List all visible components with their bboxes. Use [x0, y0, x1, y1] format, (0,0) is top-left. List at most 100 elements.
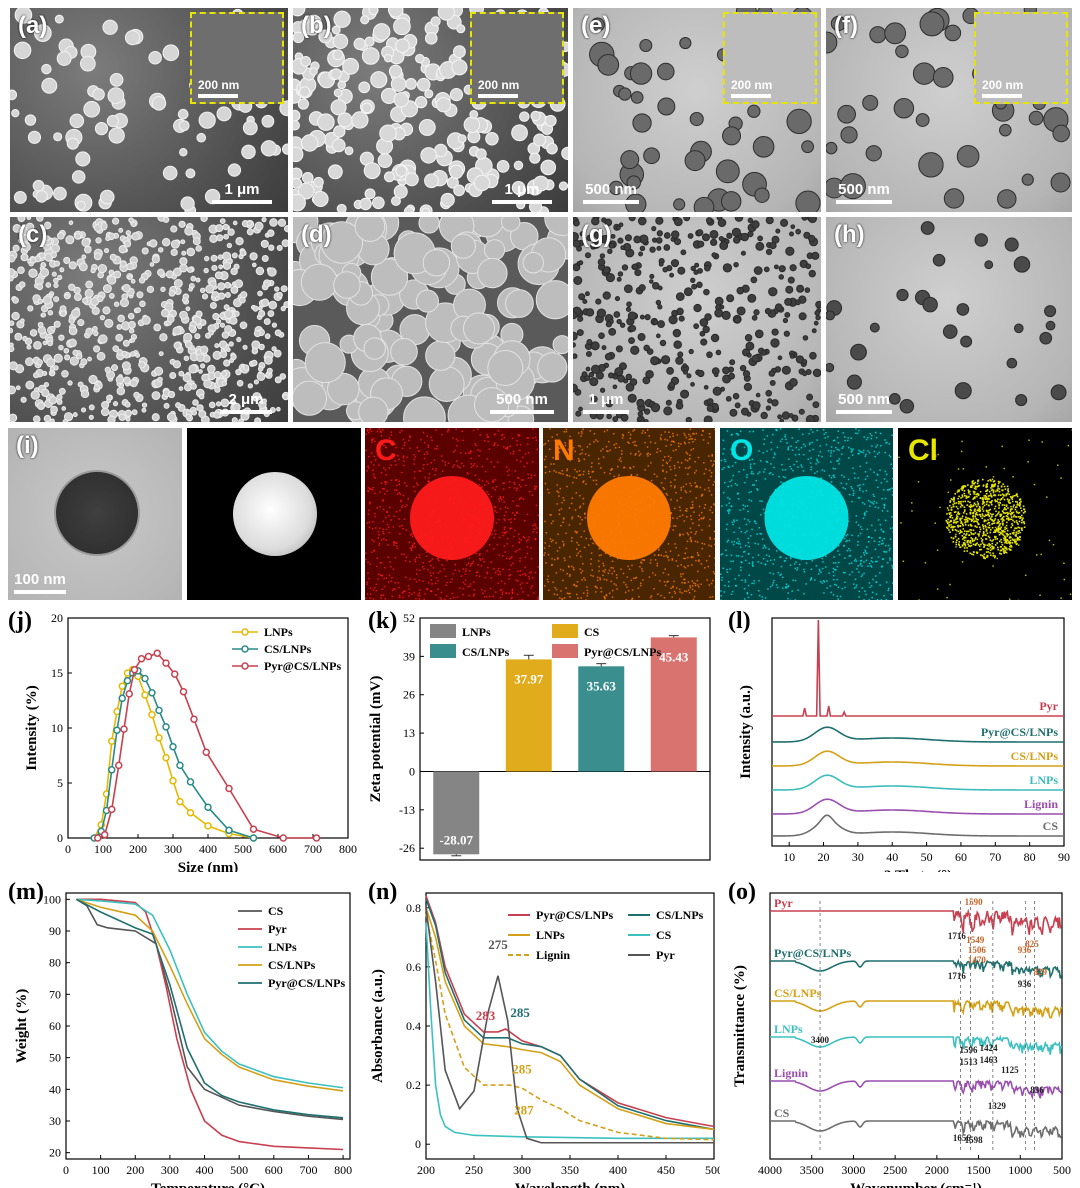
particle: [612, 416, 619, 422]
eds-pixel: [696, 579, 699, 582]
eds-pixel: [630, 473, 633, 476]
eds-pixel: [939, 506, 941, 509]
eds-pixel: [1019, 538, 1021, 541]
eds-pixel: [742, 468, 745, 471]
eds-pixel: [377, 530, 380, 533]
eds-pixel: [848, 493, 851, 496]
eds-pixel: [667, 573, 670, 576]
particle: [267, 267, 277, 277]
eds-pixel: [977, 503, 979, 506]
eds-pixel: [983, 545, 986, 548]
eds-pixel: [678, 598, 681, 600]
particle: [267, 229, 275, 237]
eds-pixel: [581, 452, 583, 455]
eds-pixel: [669, 468, 672, 471]
eds-pixel: [445, 595, 448, 597]
eds-pixel: [885, 551, 888, 553]
eds-pixel: [470, 563, 472, 565]
eds-pixel: [527, 451, 530, 454]
particle: [801, 370, 808, 377]
particle: [747, 217, 754, 224]
eds-pixel: [1009, 535, 1011, 538]
eds-pixel: [430, 574, 432, 577]
eds-pixel: [994, 538, 997, 540]
eds-pixel: [511, 437, 514, 440]
eds-pixel: [544, 482, 547, 485]
eds-pixel: [462, 581, 465, 584]
eds-pixel: [701, 493, 704, 496]
inset-scale-a: 200 nm: [198, 78, 239, 98]
eds-pixel: [451, 578, 453, 580]
particle: [663, 406, 673, 416]
eds-pixel: [845, 535, 848, 537]
eds-pixel: [417, 594, 419, 596]
eds-pixel: [857, 535, 860, 537]
eds-pixel: [585, 537, 587, 540]
eds-pixel: [623, 581, 625, 584]
eds-pixel: [374, 459, 377, 461]
particle: [163, 402, 170, 409]
eds-pixel: [969, 511, 972, 514]
eds-pixel: [803, 568, 805, 571]
eds-pixel: [832, 475, 835, 477]
eds-pixel: [744, 531, 747, 534]
eds-pixel: [971, 539, 974, 541]
eds-pixel: [832, 594, 835, 596]
eds-pixel: [687, 467, 690, 470]
particle: [84, 288, 94, 298]
eds-pixel: [728, 502, 730, 504]
eds-pixel: [509, 445, 511, 448]
eds-pixel: [688, 433, 690, 436]
particle: [73, 286, 81, 295]
eds-pixel: [832, 439, 835, 442]
eds-pixel: [582, 428, 584, 431]
eds-pixel: [757, 561, 760, 563]
particle: [209, 234, 218, 244]
eds-pixel: [390, 434, 393, 436]
particle: [425, 340, 456, 371]
eds-pixel: [936, 588, 939, 590]
eds-pixel: [983, 546, 985, 548]
particle: [108, 127, 125, 144]
eds-pixel: [533, 528, 535, 530]
particle: [300, 55, 312, 67]
eds-pixel: [801, 433, 804, 436]
particle: [760, 350, 767, 356]
eds-pixel: [687, 565, 689, 567]
eds-pixel: [768, 548, 770, 551]
eds-pixel: [694, 438, 696, 441]
eds-pixel: [435, 582, 437, 585]
eds-pixel: [380, 454, 383, 456]
eds-pixel: [380, 482, 383, 485]
eds-pixel: [604, 596, 606, 599]
eds-pixel: [703, 516, 705, 519]
particle: [578, 293, 586, 301]
eds-pixel: [728, 512, 730, 514]
eds-pixel: [556, 484, 558, 486]
eds-pixel: [785, 586, 787, 588]
eds-pixel: [843, 476, 845, 478]
eds-pixel: [1001, 530, 1003, 532]
particle: [706, 404, 714, 412]
eds-pixel: [591, 471, 594, 473]
particle: [755, 241, 765, 251]
particle: [802, 335, 809, 341]
eds-pixel: [418, 470, 421, 472]
eds-pixel: [676, 517, 679, 520]
particle: [136, 291, 144, 299]
eds-pixel: [535, 504, 538, 507]
eds-pixel: [642, 579, 644, 581]
eds-pixel: [374, 477, 377, 479]
eds-pixel: [886, 489, 889, 491]
particle: [731, 227, 741, 237]
eds-pixel: [518, 498, 521, 501]
particle: [643, 147, 660, 165]
eds-pixel: [855, 428, 857, 430]
eds-pixel: [668, 559, 670, 561]
eds-pixel: [783, 560, 786, 562]
eds-pixel: [536, 527, 538, 529]
eds-pixel: [500, 588, 503, 591]
particle: [130, 278, 136, 284]
eds-pixel: [506, 470, 509, 473]
particle: [236, 379, 244, 387]
